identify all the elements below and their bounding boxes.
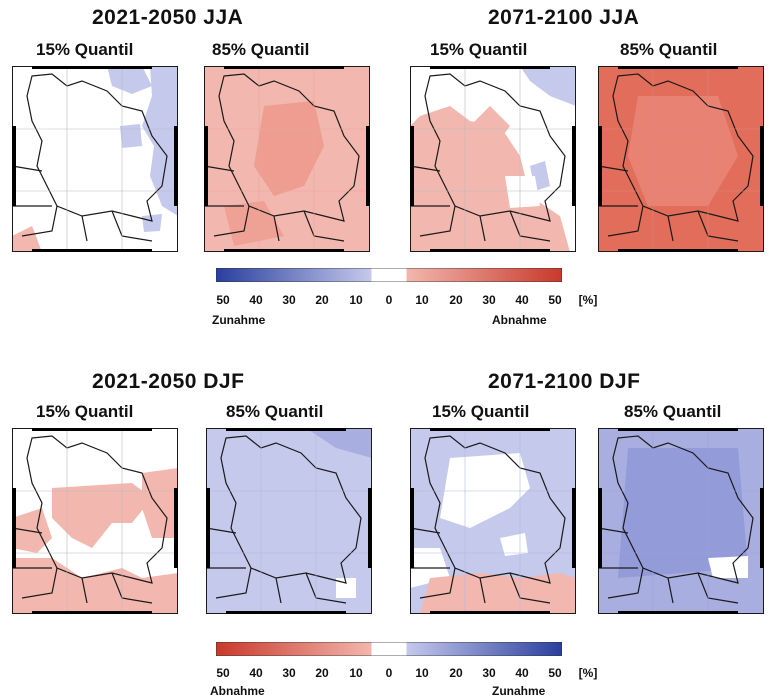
colorbar-top (215, 267, 563, 287)
map-jja-2021-q15 (12, 66, 178, 252)
title-top-right: 2071-2100 JJA (488, 6, 640, 29)
tick-label: 30 (482, 666, 496, 680)
colorbar-top-left-label: Zunahme (212, 313, 266, 327)
tick-label: 10 (349, 293, 363, 307)
subtitle-q85-tl: 85% Quantil (212, 40, 310, 59)
subtitle-q15-tr: 15% Quantil (430, 40, 528, 59)
tick-label: 10 (415, 666, 429, 680)
colorbar-top-ticks: 50 40 30 20 10 0 10 20 30 40 50 [%] (216, 293, 616, 309)
tick-label: 50 (216, 293, 230, 307)
tick-label: 50 (216, 666, 230, 680)
tick-label: 30 (282, 293, 296, 307)
colorbar-bottom-left-label: Abnahme (210, 684, 265, 698)
map-djf-2021-q15 (12, 428, 178, 614)
colorbar-bottom-ticks: 50 40 30 20 10 0 10 20 30 40 50 [%] (216, 666, 616, 682)
subtitle-q85-tr: 85% Quantil (620, 40, 718, 59)
colorbar-bottom-right-label: Zunahme (492, 684, 546, 698)
subtitle-q15-br: 15% Quantil (432, 402, 530, 421)
tick-label: 40 (515, 666, 529, 680)
tick-label: 20 (315, 293, 329, 307)
map-jja-2071-q15 (410, 66, 576, 252)
title-top-left: 2021-2050 JJA (92, 6, 244, 29)
map-jja-2071-q85 (598, 66, 764, 252)
map-djf-2071-q85 (598, 428, 764, 614)
unit-label: [%] (578, 666, 598, 680)
map-djf-2071-q15 (410, 428, 576, 614)
subtitle-q15-bl: 15% Quantil (36, 402, 134, 421)
tick-label: 40 (515, 293, 529, 307)
title-bottom-right: 2071-2100 DJF (488, 370, 641, 393)
tick-label: 0 (385, 293, 393, 307)
subtitle-q15-tl: 15% Quantil (36, 40, 134, 59)
tick-label: 30 (282, 666, 296, 680)
tick-label: 50 (548, 666, 562, 680)
tick-label: 20 (449, 293, 463, 307)
subtitle-q85-bl: 85% Quantil (226, 402, 324, 421)
tick-label: 0 (385, 666, 393, 680)
tick-label: 40 (249, 293, 263, 307)
tick-label: 10 (415, 293, 429, 307)
unit-label: [%] (578, 293, 598, 307)
tick-label: 50 (548, 293, 562, 307)
map-djf-2021-q85 (206, 428, 372, 614)
map-jja-2021-q85 (204, 66, 370, 252)
tick-label: 10 (349, 666, 363, 680)
subtitle-q85-br: 85% Quantil (624, 402, 722, 421)
tick-label: 20 (449, 666, 463, 680)
tick-label: 20 (315, 666, 329, 680)
tick-label: 30 (482, 293, 496, 307)
colorbar-bottom (215, 641, 563, 661)
colorbar-top-right-label: Abnahme (492, 313, 547, 327)
tick-label: 40 (249, 666, 263, 680)
title-bottom-left: 2021-2050 DJF (92, 370, 245, 393)
